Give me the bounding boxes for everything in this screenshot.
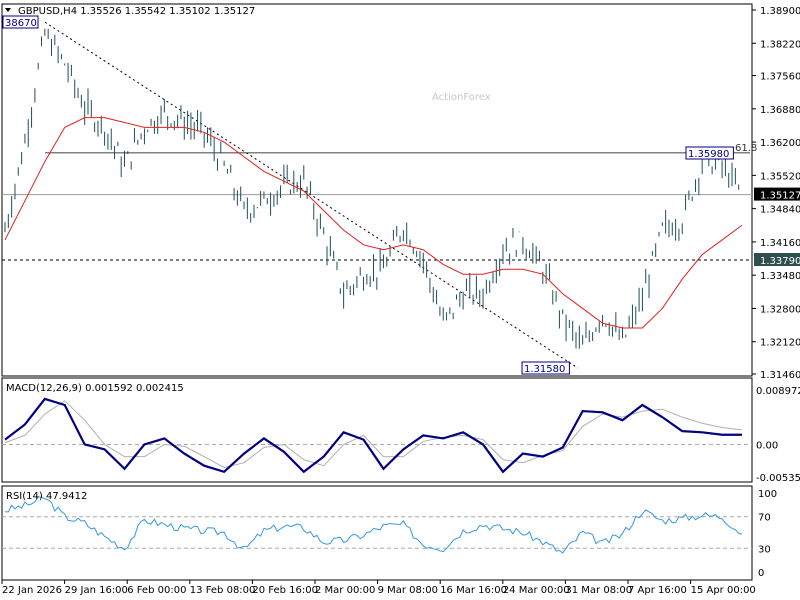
y-tick-label: 1.33480 [760,271,800,282]
rsi-tick-label: 30 [758,544,771,555]
fib-label: 61.8 [735,143,757,154]
y-tick-label: 1.36880 [760,105,800,116]
rsi-tick-label: 0 [758,568,764,579]
rsi-line [4,496,743,554]
y-tick-label: 1.32800 [760,304,800,315]
y-tick-label: 1.31460 [760,370,800,381]
y-tick-label: 1.34840 [760,205,800,216]
x-tick-label: 16 Mar 16:00 [440,585,507,596]
x-tick-label: 9 Mar 08:00 [378,585,438,596]
price-bars [4,28,740,349]
support-level-label: 1.33790 [760,256,800,267]
x-tick-label: 7 Apr 16:00 [628,585,687,596]
macd-tick-label: -0.005356 [756,473,800,484]
y-tick-label: 1.36200 [760,138,800,149]
trendline [44,21,579,369]
chart-header: GBPUSD,H4 1.35526 1.35542 1.35102 1.3512… [18,6,255,17]
macd-tick-label: 0.00 [756,440,778,451]
x-tick-label: 31 Mar 08:00 [565,585,632,596]
level-label: 1.35980 [688,149,729,160]
macd-tick-label: 0.008972 [756,386,800,397]
dropdown-icon [5,8,11,12]
y-tick-label: 1.38900 [760,6,800,17]
x-tick-label: 29 Jan 16:00 [65,585,128,596]
y-tick-label: 1.32120 [760,338,800,349]
macd-line [4,397,742,474]
moving-average-line [4,117,743,329]
panel-frame-0 [1,3,753,377]
y-tick-label: 1.37560 [760,72,800,83]
x-tick-label: 20 Feb 16:00 [252,585,318,596]
rsi-title: RSI(14) 47.9412 [6,491,87,502]
x-tick-label: 2 Mar 00:00 [315,585,375,596]
x-tick-label: 6 Feb 00:00 [127,585,186,596]
panel-frame-2 [1,485,753,581]
x-tick-label: 22 Jan 2026 [2,585,62,596]
rsi-tick-label: 70 [758,513,771,524]
y-tick-label: 1.35520 [760,171,800,182]
macd-signal-line [4,400,743,469]
support-level-tag [754,253,800,267]
current-price-tag [754,187,800,201]
y-tick-label: 1.34160 [760,238,800,249]
watermark: ActionForex [432,92,491,103]
x-tick-label: 24 Mar 00:00 [503,585,570,596]
current-price-label: 1.35127 [760,191,800,202]
x-tick-label: 13 Feb 08:00 [190,585,256,596]
y-tick-label: 1.38220 [760,39,800,50]
low-label-box [521,361,570,375]
macd-title: MACD(12,26,9) 0.001592 0.002415 [6,383,184,394]
panel-frame-1 [1,377,753,483]
high-label: 38670 [5,18,37,29]
rsi-tick-label: 100 [758,489,777,500]
low-label: 1.31580 [524,364,565,375]
high-label-box [2,15,39,29]
x-tick-label: 15 Apr 00:00 [691,585,756,596]
level-label-box [685,146,734,160]
